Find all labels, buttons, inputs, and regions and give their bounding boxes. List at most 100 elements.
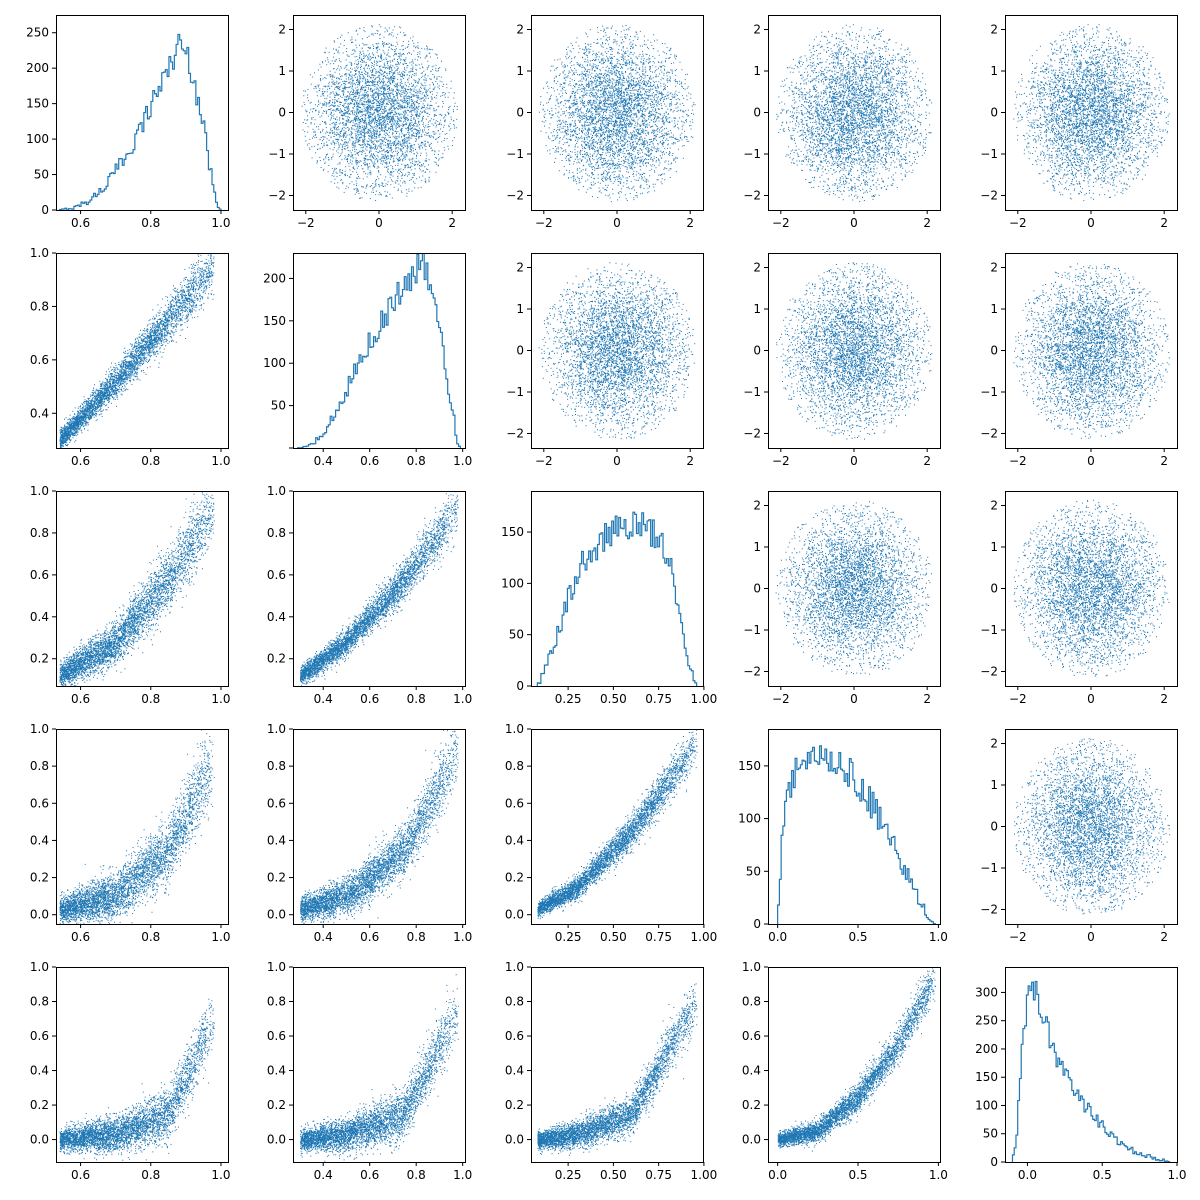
y-tick-label: 0.6	[742, 1029, 761, 1043]
x-tick-label: 0.6	[360, 930, 379, 944]
y-tick-label: 300	[975, 985, 998, 999]
y-tick-label: 0.6	[267, 568, 286, 582]
y-tick-label: −1	[743, 385, 761, 399]
y-tick-label: 0.2	[30, 652, 49, 666]
y-tick-label: 250	[26, 26, 49, 40]
scatter-points	[538, 25, 696, 203]
x-tick-label: 0.75	[645, 1168, 672, 1182]
plot-area	[300, 974, 459, 1162]
y-tick-label: 2	[990, 23, 998, 37]
x-tick-label: 0.8	[407, 930, 426, 944]
y-tick-label: −1	[980, 623, 998, 637]
y-tick-label: 0	[753, 582, 761, 596]
subplot-3-4: −2 0 2 −2 −1 0 1 2	[980, 729, 1178, 944]
y-tick-label: −1	[743, 147, 761, 161]
y-tick-label: 2	[753, 499, 761, 513]
axes-frame	[768, 729, 941, 925]
axes-frame	[56, 491, 229, 687]
x-tick-label: 0.4	[314, 454, 333, 468]
axes-frame	[531, 15, 704, 211]
y-tick-label: 0.2	[505, 871, 524, 885]
x-tick-label: 0.75	[645, 930, 672, 944]
y-tick-label: 2	[516, 261, 524, 275]
x-tick-label: −2	[1009, 930, 1027, 944]
y-tick-label: −2	[743, 426, 761, 440]
x-tick-label: 1.0	[211, 216, 230, 230]
x-tick-label: −2	[1009, 454, 1027, 468]
y-tick-label: 150	[975, 1070, 998, 1084]
y-tick-label: 0.0	[267, 1133, 286, 1147]
plot-area	[59, 729, 215, 924]
y-tick-label: 1.0	[30, 484, 49, 498]
axes-frame	[293, 967, 466, 1163]
scatter-points	[301, 24, 458, 201]
scatter-points	[777, 967, 937, 1152]
plot-area	[776, 262, 933, 440]
y-tick-label: 1	[753, 302, 761, 316]
x-tick-label: 0	[850, 692, 858, 706]
scatter-points	[59, 729, 215, 924]
plot-area	[1013, 263, 1170, 439]
x-tick-label: 0.5	[848, 930, 867, 944]
y-tick-label: 0.4	[742, 1064, 761, 1078]
x-tick-label: 1.00	[691, 1168, 718, 1182]
y-tick-label: 0.4	[267, 610, 286, 624]
y-tick-label: 1	[990, 302, 998, 316]
x-tick-label: −2	[535, 216, 553, 230]
subplot-3-2: 0.25 0.50 0.75 1.00 0.0 0.2 0.4 0.6 0.8 1.0	[505, 722, 717, 944]
scatter-points	[775, 501, 932, 675]
y-tick-label: 150	[738, 759, 761, 773]
y-tick-label: 0	[990, 820, 998, 834]
y-tick-label: 0	[753, 344, 761, 358]
plot-area	[58, 33, 222, 210]
x-tick-label: 0.8	[141, 216, 160, 230]
y-tick-label: 0.4	[267, 833, 286, 847]
axes-frame	[1005, 491, 1178, 687]
y-tick-label: −1	[506, 385, 524, 399]
x-tick-label: 0.8	[141, 930, 160, 944]
y-tick-label: 0.0	[742, 1133, 761, 1147]
axes-frame	[293, 491, 466, 687]
y-tick-label: 1	[990, 64, 998, 78]
x-tick-label: 0.75	[645, 692, 672, 706]
y-tick-label: 50	[746, 864, 761, 878]
subplot-2-1: 0.4 0.6 0.8 1.0 0.2 0.4 0.6 0.8 1.0	[267, 484, 472, 706]
x-tick-label: 0.6	[71, 1168, 90, 1182]
x-tick-label: 0.6	[71, 216, 90, 230]
y-tick-label: 1.0	[267, 484, 286, 498]
y-tick-label: −2	[980, 426, 998, 440]
y-tick-label: 0.6	[267, 1029, 286, 1043]
x-tick-label: 0.50	[600, 1168, 627, 1182]
x-tick-label: 1.0	[453, 692, 472, 706]
axes-frame	[56, 253, 229, 449]
x-tick-label: 0.25	[555, 1168, 582, 1182]
y-tick-label: −2	[506, 188, 524, 202]
y-tick-label: 0.2	[30, 871, 49, 885]
x-tick-label: 0.5	[1093, 1168, 1112, 1182]
y-tick-label: 1	[990, 778, 998, 792]
x-tick-label: 0	[850, 454, 858, 468]
y-tick-label: 0.6	[30, 796, 49, 810]
axes-frame	[293, 253, 466, 449]
subplot-4-1: 0.4 0.6 0.8 1.0 0.0 0.2 0.4 0.6 0.8 1.0	[267, 960, 472, 1182]
y-tick-label: 0	[516, 344, 524, 358]
y-tick-label: 0.4	[267, 1064, 286, 1078]
y-tick-label: 0.2	[742, 1098, 761, 1112]
x-tick-label: 0.8	[141, 1168, 160, 1182]
y-tick-label: 100	[263, 356, 286, 370]
plot-area	[536, 511, 698, 686]
y-tick-label: 100	[738, 812, 761, 826]
x-tick-label: −2	[1009, 692, 1027, 706]
y-tick-label: 0.8	[30, 995, 49, 1009]
x-tick-label: 0.4	[314, 930, 333, 944]
x-tick-label: 0.8	[407, 454, 426, 468]
x-tick-label: 1.0	[211, 1168, 230, 1182]
x-tick-label: 1.0	[453, 1168, 472, 1182]
y-tick-label: 1	[516, 302, 524, 316]
histogram-step-line	[777, 745, 936, 924]
x-tick-label: 0.8	[407, 692, 426, 706]
y-tick-label: 2	[990, 499, 998, 513]
x-tick-label: 1.0	[1167, 1168, 1186, 1182]
x-tick-label: 0.6	[360, 454, 379, 468]
x-tick-label: 0.6	[71, 930, 90, 944]
